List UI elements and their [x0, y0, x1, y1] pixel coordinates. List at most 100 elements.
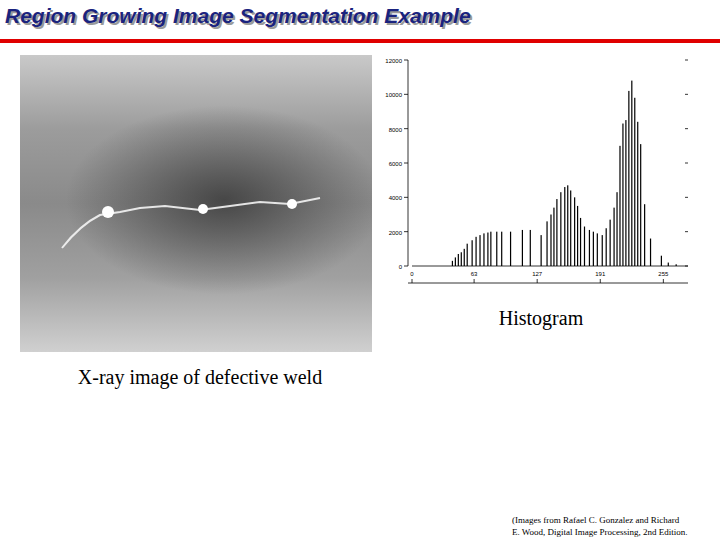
y-tick-right [685, 128, 688, 129]
histogram-bar [676, 264, 677, 266]
histogram-bar [496, 232, 497, 266]
histogram-bar [584, 227, 585, 266]
histogram-bar [553, 208, 554, 266]
x-tick [537, 279, 538, 283]
y-tick-right [685, 163, 688, 164]
citation: (Images from Rafael C. Gonzalez and Rich… [512, 515, 688, 537]
histogram-bar [661, 256, 662, 266]
y-tick-label: 12000 [385, 58, 402, 64]
y-tick-label: 2000 [389, 230, 403, 236]
histogram-bar [472, 240, 473, 266]
slide: Region Growing Image Segmentation Exampl… [0, 0, 720, 540]
histogram-bar [589, 230, 590, 266]
histogram-bar [475, 237, 476, 266]
histogram-bar [560, 192, 561, 266]
citation-line: (Images from Rafael C. Gonzalez and Rich… [512, 515, 680, 525]
x-tick [412, 279, 413, 283]
x-tick-label: 127 [532, 271, 543, 277]
histogram-bar [479, 235, 480, 266]
weld-defect [102, 206, 114, 218]
title-rule [0, 39, 720, 43]
histogram-bar [606, 228, 607, 266]
x-tick-label: 191 [595, 271, 606, 277]
histogram-bar [625, 120, 626, 266]
xray-background [20, 55, 372, 352]
histogram-bar [546, 221, 547, 266]
histogram-bar [570, 190, 571, 266]
histogram-bar [483, 233, 484, 266]
histogram-bar [650, 239, 651, 266]
histogram-bar [452, 261, 453, 266]
y-tick [404, 197, 408, 198]
citation-line: E. Wood, Digital Image Processing, 2nd E… [512, 527, 688, 537]
histogram-bar [487, 233, 488, 266]
histogram-bar [668, 263, 669, 266]
histogram-bar [637, 122, 638, 266]
x-tick [474, 279, 475, 283]
xray-image [20, 55, 372, 352]
histogram-bar [644, 204, 645, 266]
y-tick [404, 266, 408, 267]
frame-bottom [408, 283, 688, 284]
histogram-bar [628, 91, 629, 266]
histogram-bar [640, 144, 641, 266]
y-tick-label: 10000 [385, 92, 402, 98]
histogram-bar [550, 215, 551, 267]
x-tick-label: 255 [658, 271, 669, 277]
histogram-bar [616, 192, 617, 266]
y-tick-right [685, 94, 688, 95]
y-tick-right [685, 197, 688, 198]
weld-crack [62, 198, 320, 248]
weld-defect [287, 199, 297, 209]
histogram-bar [510, 232, 511, 266]
histogram-bar [631, 81, 632, 266]
y-tick-label: 0 [399, 264, 403, 270]
x-tick-label: 63 [471, 271, 478, 277]
xray-shadow [20, 95, 372, 305]
y-tick [404, 94, 408, 95]
x-tick [663, 279, 664, 283]
histogram-bar [634, 98, 635, 266]
histogram-bar [455, 257, 456, 266]
histogram-bar [597, 233, 598, 266]
histogram-bar [522, 230, 523, 266]
title: Region Growing Image Segmentation Exampl… [5, 4, 471, 27]
histogram-bar [467, 244, 468, 266]
histogram-bar [574, 197, 575, 266]
histogram-bar [602, 235, 603, 266]
histogram-bar [501, 232, 502, 266]
histogram-bar [556, 199, 557, 266]
x-tick [600, 279, 601, 283]
y-tick-right [685, 60, 688, 61]
histogram-bar [613, 208, 614, 266]
histogram-bar [577, 206, 578, 266]
histogram-bar [458, 254, 459, 266]
y-tick-right [685, 266, 688, 267]
y-tick-label: 4000 [389, 195, 403, 201]
histogram-bar [541, 235, 542, 266]
y-tick-right [685, 231, 688, 232]
y-tick [404, 128, 408, 129]
x-tick-label: 0 [410, 271, 414, 277]
histogram-bar [567, 185, 568, 266]
chart-caption: Histogram [499, 307, 584, 330]
histogram-bar [564, 187, 565, 266]
histogram-bar [464, 249, 465, 266]
histogram: 020004000600080001000012000063127191255 [385, 58, 688, 283]
x-axis [412, 266, 688, 267]
bars [452, 81, 677, 266]
histogram-bar [580, 218, 581, 266]
histogram-bar [530, 230, 531, 266]
y-tick [404, 163, 408, 164]
histogram-bar [593, 232, 594, 266]
image-caption: X-ray image of defective weld [78, 366, 322, 389]
y-tick-label: 8000 [389, 127, 403, 133]
histogram-bar [490, 232, 491, 266]
histogram-bar [622, 124, 623, 266]
histogram-bar [610, 220, 611, 266]
histogram-bar [619, 146, 620, 266]
histogram-bar [461, 252, 462, 266]
weld-defect [198, 204, 208, 214]
y-tick [404, 60, 408, 61]
y-tick [404, 231, 408, 232]
